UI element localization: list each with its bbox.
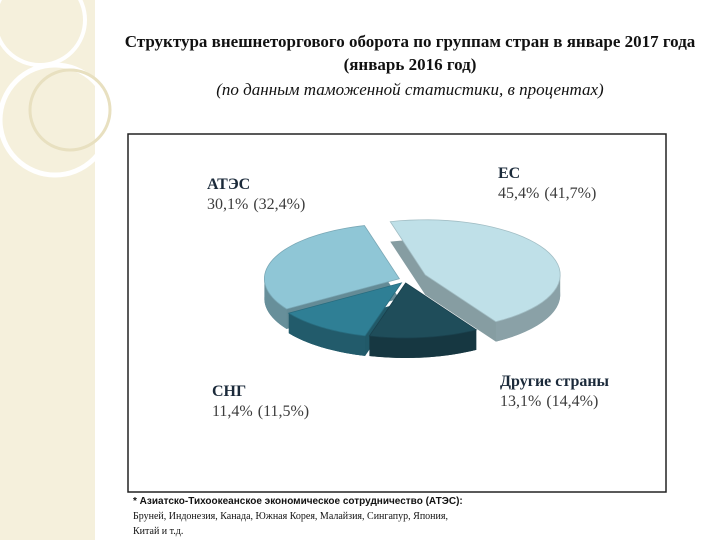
value-label: 45,4% [498,185,539,202]
labels: ЕС 45,4% (41,7%) Другие страны 13,1% (14,4%) С… [207,165,610,420]
slice-value: 45,4% (41,7%) [498,185,596,202]
pie-slice [287,282,403,337]
slice-name: АТЭС [207,176,250,193]
decor-circle [0,0,87,67]
pie [264,219,561,358]
slice-value: 13,1% (14,4%) [500,393,598,410]
slice-side [288,313,366,356]
chart-title: Структура внешнеторгового оборота по гру… [124,32,696,74]
previous-label: (32,4%) [253,196,305,213]
slice-value: 11,4% (11,5%) [212,403,309,420]
slice-side [495,274,561,342]
chart-subtitle: (по данным таможенной статистики, в проц… [216,80,604,99]
slice-name: СНГ [212,383,246,400]
slice-side [369,329,477,358]
slice-value: 30,1% (32,4%) [207,196,305,213]
previous-label: (41,7%) [544,185,596,202]
previous-label: (14,4%) [546,393,598,410]
slice-name: ЕС [498,165,520,182]
previous-label: (11,5%) [258,403,309,420]
pie-slice [389,219,561,323]
footnote: * Азиатско-Тихоокеанское экономическое с… [133,494,473,539]
footnote-text: Бруней, Индонезия, Канада, Южная Корея, … [133,511,448,537]
decor-circle [28,68,112,152]
footnote-bold: * Азиатско-Тихоокеанское экономическое с… [133,496,463,507]
pie-slice [264,225,401,310]
slice-side [264,278,287,329]
slice-name: Другие страны [500,373,610,390]
value-label: 13,1% [500,393,541,410]
pie-slice [368,282,478,339]
side-band [0,0,95,540]
value-label: 30,1% [207,196,248,213]
value-label: 11,4% [212,403,253,420]
